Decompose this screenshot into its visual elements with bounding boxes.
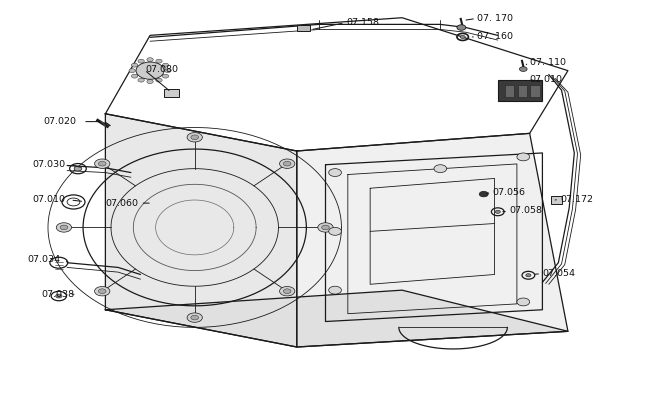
Text: 07.010: 07.010: [32, 196, 65, 204]
Circle shape: [156, 59, 162, 63]
FancyBboxPatch shape: [498, 80, 542, 101]
Circle shape: [279, 159, 295, 168]
Text: 07.158: 07.158: [346, 18, 379, 27]
Text: 07.034: 07.034: [27, 255, 60, 264]
Circle shape: [460, 35, 465, 38]
Circle shape: [147, 80, 153, 84]
Circle shape: [74, 166, 82, 171]
Text: 07.054: 07.054: [542, 269, 575, 278]
Circle shape: [138, 59, 145, 63]
Circle shape: [94, 286, 110, 296]
Text: 07.020: 07.020: [44, 117, 77, 126]
Circle shape: [136, 62, 164, 79]
Circle shape: [60, 225, 68, 230]
Circle shape: [162, 63, 169, 67]
Circle shape: [283, 289, 291, 294]
Polygon shape: [297, 133, 568, 347]
Circle shape: [479, 191, 488, 197]
Circle shape: [519, 67, 527, 72]
Circle shape: [55, 294, 62, 298]
Text: 07.030: 07.030: [32, 160, 65, 169]
Circle shape: [56, 223, 72, 232]
Circle shape: [517, 298, 530, 306]
Text: 07.010: 07.010: [530, 75, 562, 84]
FancyBboxPatch shape: [531, 85, 540, 97]
Circle shape: [98, 161, 106, 166]
Circle shape: [129, 69, 135, 73]
FancyBboxPatch shape: [164, 89, 180, 96]
Text: 07. 110: 07. 110: [530, 58, 566, 66]
Circle shape: [94, 159, 110, 168]
Circle shape: [165, 69, 171, 73]
Circle shape: [162, 74, 169, 78]
Circle shape: [187, 313, 202, 322]
Circle shape: [526, 274, 531, 277]
Circle shape: [495, 210, 501, 213]
Circle shape: [147, 58, 153, 62]
Polygon shape: [105, 114, 297, 347]
FancyBboxPatch shape: [298, 25, 310, 32]
Circle shape: [156, 78, 162, 82]
Circle shape: [322, 225, 329, 230]
Circle shape: [132, 74, 138, 78]
Polygon shape: [105, 290, 568, 347]
Text: 07.058: 07.058: [509, 206, 542, 216]
Circle shape: [138, 78, 145, 82]
Text: 07.038: 07.038: [42, 290, 75, 299]
Circle shape: [517, 153, 530, 161]
Text: 07. 160: 07. 160: [477, 32, 514, 42]
Text: 07.056: 07.056: [493, 188, 525, 197]
FancyBboxPatch shape: [518, 85, 527, 97]
Circle shape: [329, 169, 341, 176]
Text: 07.060: 07.060: [105, 199, 139, 208]
Circle shape: [191, 135, 199, 140]
Text: 07.080: 07.080: [146, 65, 178, 74]
Circle shape: [132, 63, 138, 67]
Circle shape: [187, 132, 202, 142]
Circle shape: [318, 223, 333, 232]
Text: 07. 170: 07. 170: [477, 14, 514, 23]
FancyBboxPatch shape: [505, 85, 514, 97]
Circle shape: [434, 165, 447, 172]
Circle shape: [457, 25, 466, 30]
Circle shape: [191, 315, 199, 320]
Circle shape: [279, 286, 295, 296]
Circle shape: [329, 228, 341, 235]
Circle shape: [283, 161, 291, 166]
FancyBboxPatch shape: [551, 196, 562, 204]
Text: 07.172: 07.172: [561, 195, 593, 204]
Circle shape: [329, 286, 341, 294]
Circle shape: [98, 289, 106, 294]
